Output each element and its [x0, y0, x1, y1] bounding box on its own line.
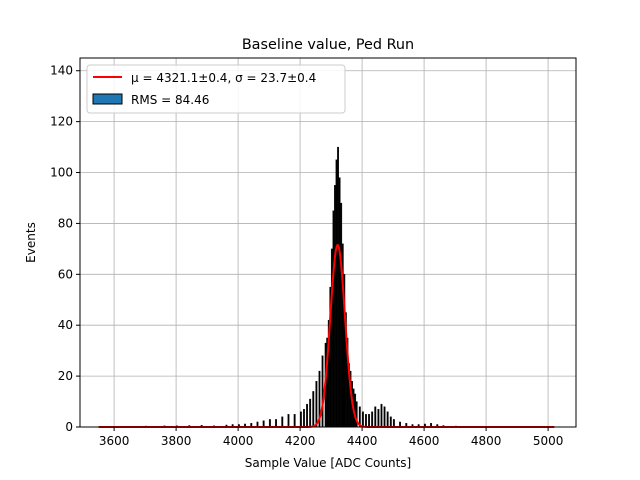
histogram-bar: [368, 414, 370, 428]
x-tick-label: 3800: [161, 434, 192, 448]
y-tick-label: 20: [58, 369, 73, 383]
histogram-bar: [340, 202, 343, 428]
histogram-bar: [321, 355, 324, 428]
histogram-bar: [389, 416, 392, 428]
legend-rms-patch: [92, 93, 123, 105]
histogram-bar: [303, 409, 305, 428]
y-tick-label: 0: [65, 420, 73, 434]
legend-mu-label: μ = 4321.1±0.4,: [131, 71, 235, 85]
histogram-bar: [392, 419, 395, 428]
y-tick-label: 100: [50, 166, 73, 180]
histogram-bar: [332, 210, 335, 428]
histogram-bar: [275, 419, 277, 428]
histogram-bar: [365, 414, 367, 428]
y-tick-label: 120: [50, 115, 73, 129]
histogram-bar: [309, 398, 312, 428]
histogram-bar: [380, 403, 383, 428]
y-tick-label: 40: [58, 318, 73, 332]
legend-fit-label: μ = 4321.1±0.4, σ = 23.7±0.4: [131, 71, 316, 85]
chart-title: Baseline value, Ped Run: [242, 37, 414, 53]
histogram-bar: [306, 403, 308, 428]
y-axis-ticks: 0 20 40 60 80 100 120 140: [50, 64, 80, 434]
y-axis-label: Events: [24, 222, 38, 263]
histogram-bar: [361, 411, 364, 428]
histogram-bar: [374, 406, 377, 428]
plot-frame: [79, 57, 577, 428]
histogram-bar: [377, 409, 380, 428]
y-tick-label: 80: [58, 216, 73, 230]
legend-box: [86, 64, 346, 114]
x-axis-ticks: 3600 3800 4000 4200 4400 4600 4800 5000: [99, 427, 564, 448]
x-tick-label: 5000: [533, 434, 564, 448]
histogram-bar: [299, 411, 302, 428]
histogram-bar: [281, 416, 284, 428]
histogram-bar: [338, 177, 341, 428]
histogram-bar: [337, 146, 339, 428]
histogram-bar: [268, 419, 271, 428]
histogram-bar: [293, 414, 296, 428]
x-tick-label: 3600: [99, 434, 130, 448]
y-tick-label: 140: [50, 64, 73, 78]
legend: μ = 4321.1±0.4, σ = 23.7±0.4 RMS = 84.46: [86, 64, 346, 114]
legend-sigma-label: σ = 23.7±0.4: [235, 71, 316, 85]
histogram-bar: [315, 381, 318, 428]
histogram-bar: [386, 411, 389, 428]
histogram-bar: [383, 406, 386, 428]
y-tick-label: 60: [58, 267, 73, 281]
histogram-bar: [371, 411, 374, 428]
histogram-bar: [287, 414, 290, 428]
histogram-bar: [312, 391, 315, 428]
legend-rms-label: RMS = 84.46: [131, 93, 209, 107]
histogram-bar: [335, 159, 338, 428]
x-tick-label: 4200: [285, 434, 316, 448]
x-tick-label: 4600: [409, 434, 440, 448]
x-tick-label: 4000: [223, 434, 254, 448]
x-tick-label: 4400: [347, 434, 378, 448]
histogram-bar: [334, 185, 336, 428]
x-axis-label: Sample Value [ADC Counts]: [245, 456, 411, 470]
x-tick-label: 4800: [471, 434, 502, 448]
